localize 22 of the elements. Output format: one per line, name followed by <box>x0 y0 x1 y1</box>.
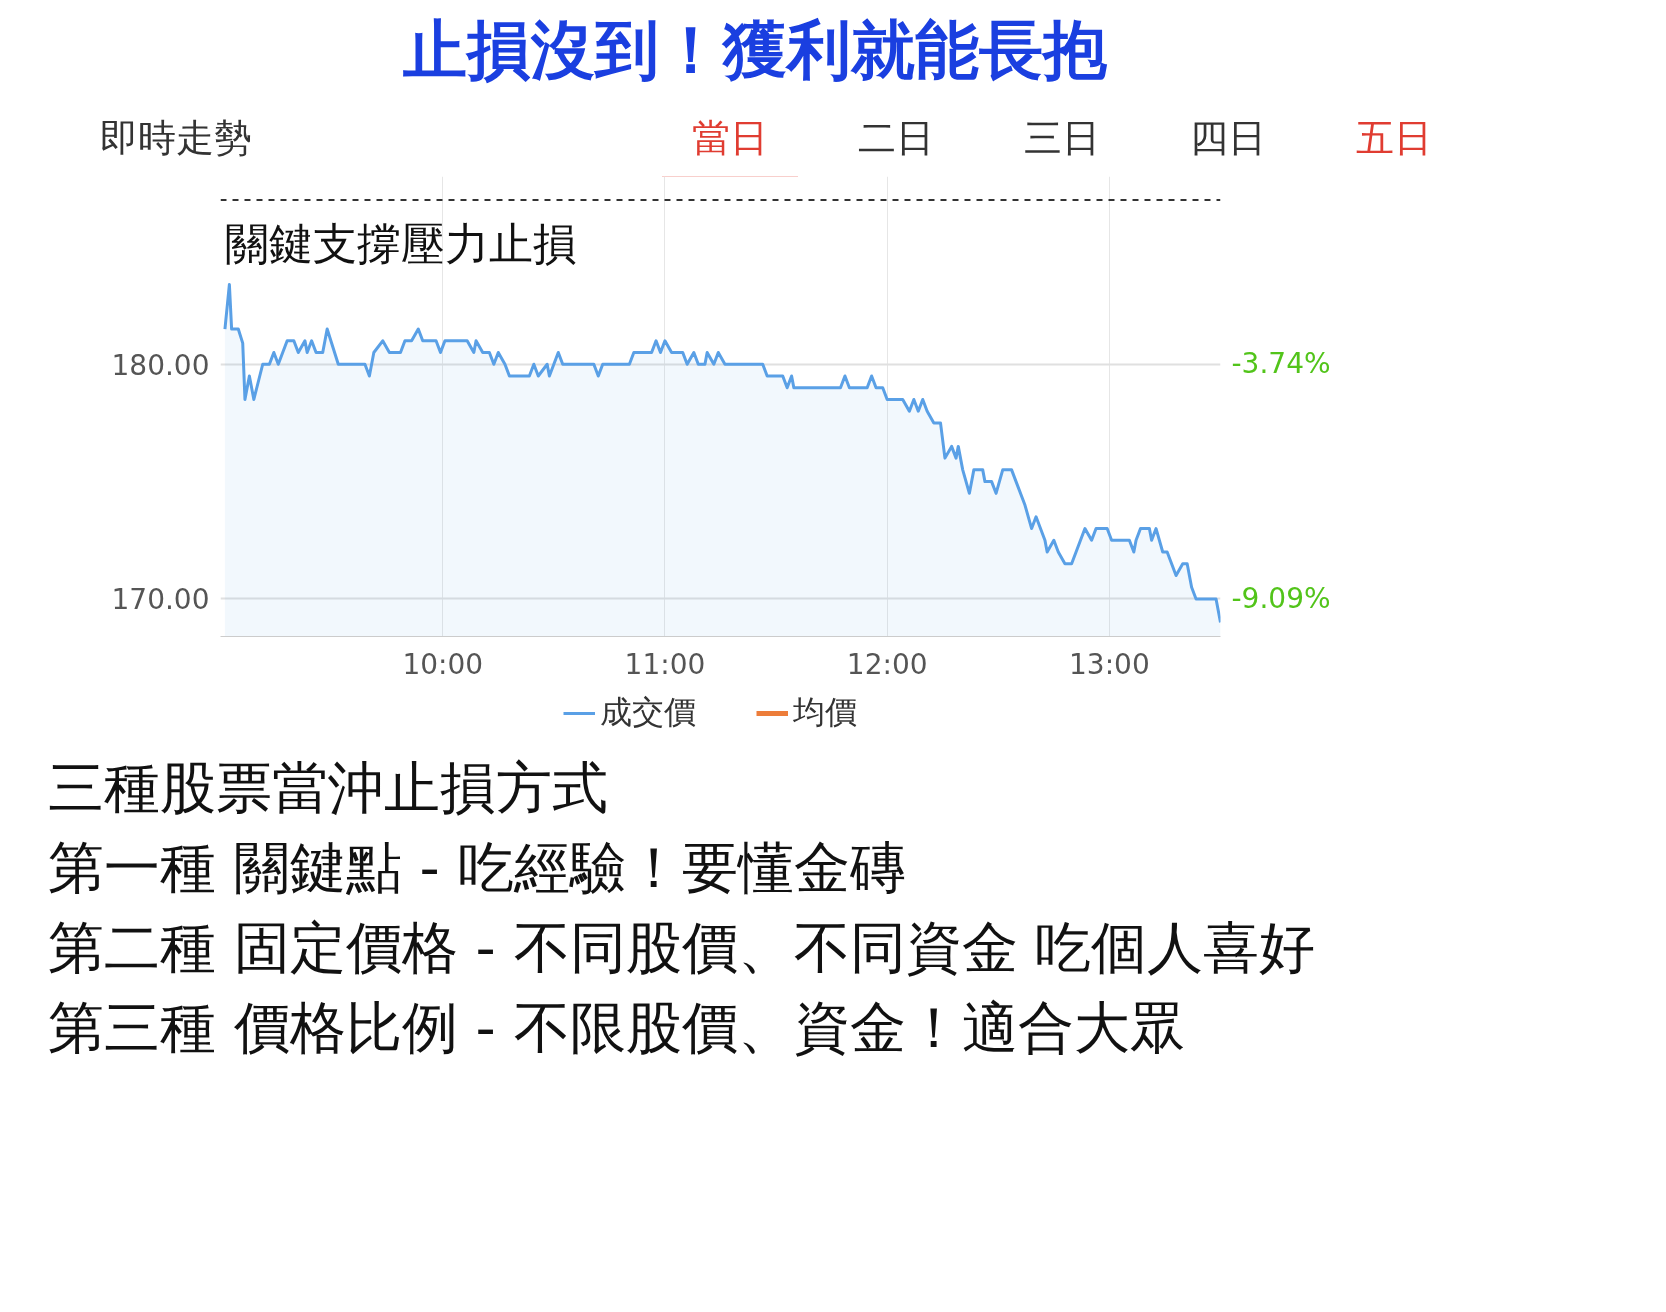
y2-tick-label: -3.74% <box>1231 347 1331 381</box>
text: 五日 <box>1355 116 1433 163</box>
y-tick-label: 170.00 <box>111 583 210 617</box>
text: 三日 <box>1023 116 1101 163</box>
text: 當日 <box>662 116 798 182</box>
chart-title: 止損沒到！獲利就能長抱 <box>403 12 1107 89</box>
text: 第三種 價格比例 - 不限股價、資金！適合大眾 <box>48 994 1186 1060</box>
x-tick-label: 10:00 <box>402 647 484 681</box>
legend-label: 成交價 <box>600 691 696 733</box>
text: 第二種 固定價格 - 不同股價、不同資金 吃個人喜好 <box>48 914 1316 980</box>
text: 第一種 關鍵點 - 吃經驗！要懂金磚 <box>48 834 906 900</box>
x-tick-label: 13:00 <box>1069 647 1150 681</box>
text: 即時走勢 <box>100 116 252 161</box>
x-tick-label: 11:00 <box>624 647 706 681</box>
annotation: 關鍵支撐壓力止損 <box>224 217 577 269</box>
y2-tick-label: -9.09% <box>1231 581 1331 615</box>
x-tick-label: 12:00 <box>846 647 928 681</box>
text: 二日 <box>857 116 935 163</box>
legend-label: 均價 <box>793 691 857 733</box>
y-tick-label: 180.00 <box>111 348 210 382</box>
text: 四日 <box>1189 116 1267 163</box>
text: 三種股票當沖止損方式 <box>48 754 608 820</box>
